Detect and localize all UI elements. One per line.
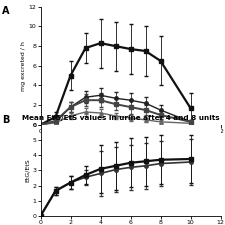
Text: Mean EtG/EtS values in urine after 4 and 8 units: Mean EtG/EtS values in urine after 4 and… (22, 115, 220, 121)
X-axis label: Time collection (h): Time collection (h) (98, 137, 163, 143)
Legend: EtG 4 units, EtG 8 units, EtS 4 units, EtS 8 units: EtG 4 units, EtG 8 units, EtS 4 units, E… (51, 184, 210, 194)
Y-axis label: EtG/EtS: EtG/EtS (25, 159, 29, 182)
Text: B: B (2, 115, 10, 125)
Y-axis label: mg excreted / h: mg excreted / h (21, 41, 26, 91)
Text: A: A (2, 6, 10, 16)
